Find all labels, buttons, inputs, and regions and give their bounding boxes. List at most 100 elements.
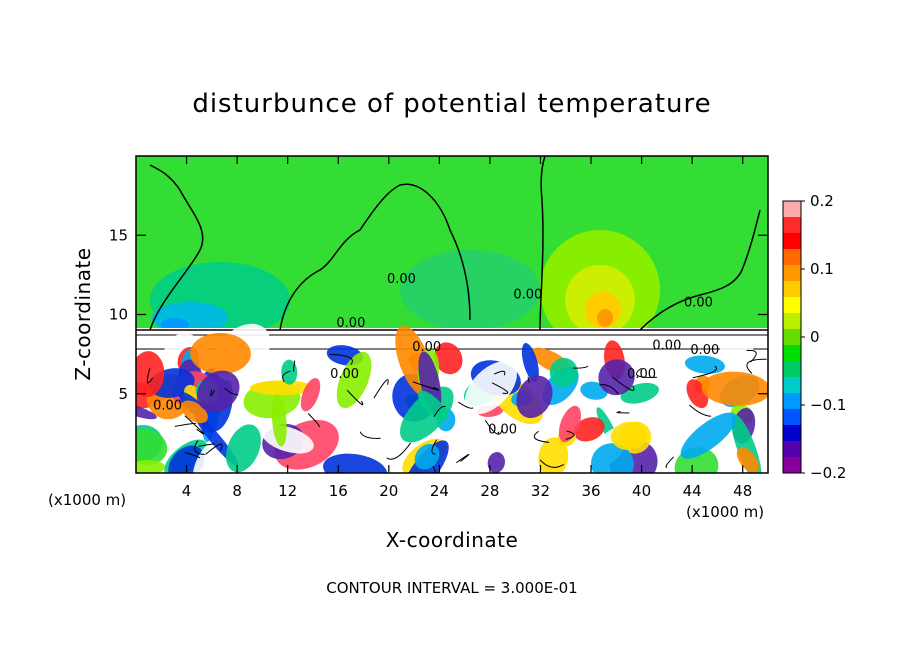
turbulence-blob bbox=[336, 351, 372, 409]
turbulence-blob bbox=[718, 341, 754, 363]
turbulence-contour bbox=[205, 443, 223, 455]
turbulence-contour bbox=[346, 389, 364, 406]
turbulence-blob bbox=[281, 359, 298, 385]
colorbar-segment bbox=[783, 201, 801, 218]
contour-labels: 0.00 0.00 0.00 0.00 0.00 0.00 0.00 0.00 0.00 0.00… bbox=[153, 272, 719, 438]
turbulence-contour bbox=[194, 440, 205, 456]
x-tick-label: 28 bbox=[480, 482, 499, 500]
turbulence-contour bbox=[456, 453, 470, 464]
turbulence-contour bbox=[433, 405, 446, 418]
turbulence-contour bbox=[329, 354, 353, 365]
turbulence-blob bbox=[598, 359, 635, 396]
turbulence-blob bbox=[136, 460, 165, 473]
turbulence-blob bbox=[521, 342, 539, 382]
turbulence-contour bbox=[746, 358, 767, 374]
colorbar-segment bbox=[783, 409, 801, 426]
x-tick-label: 16 bbox=[329, 482, 348, 500]
contour-label: 0.00 bbox=[684, 296, 713, 311]
turbulence-contour bbox=[412, 381, 440, 391]
x-tick-label: 4 bbox=[182, 482, 192, 500]
upper-contours bbox=[149, 155, 761, 331]
colorbar-segment bbox=[783, 345, 801, 362]
turbulence-contour bbox=[493, 370, 506, 376]
upper-cool-patch-center bbox=[400, 250, 540, 330]
lower-layer-blobs bbox=[136, 323, 768, 473]
contour-label: 0.00 bbox=[153, 399, 182, 414]
turbulence-contour bbox=[689, 404, 712, 417]
y-axis-ticks: 5 10 15 bbox=[109, 226, 768, 403]
turbulence-contour bbox=[484, 419, 503, 435]
turbulence-blob bbox=[610, 421, 648, 450]
turbulence-contour bbox=[616, 411, 630, 414]
colorbar-segment bbox=[783, 281, 801, 298]
turbulence-contour bbox=[612, 376, 635, 391]
y-tick-label: 10 bbox=[109, 306, 128, 324]
turbulence-contour bbox=[527, 376, 530, 383]
colorbar-segment bbox=[783, 297, 801, 314]
contour-label: 0.00 bbox=[488, 422, 517, 437]
x-unit-label: (x1000 m) bbox=[686, 503, 764, 521]
turbulence-contour bbox=[599, 384, 619, 395]
x-axis-ticks: 4 8 12 16 20 24 28 32 36 40 44 48 bbox=[182, 156, 752, 500]
turbulence-blob bbox=[538, 437, 569, 473]
colorbar-segment bbox=[783, 233, 801, 250]
turbulence-contour bbox=[539, 459, 565, 468]
turbulence-blob bbox=[487, 452, 505, 473]
x-tick-label: 8 bbox=[232, 482, 242, 500]
colorbar-segment bbox=[783, 457, 801, 474]
turbulence-contour bbox=[386, 442, 412, 460]
x-axis-label: X-coordinate bbox=[386, 528, 519, 552]
turbulence-contour bbox=[491, 382, 509, 394]
turbulence-contour bbox=[224, 387, 239, 396]
contour-zero-right bbox=[639, 209, 761, 331]
upper-warm-patch-core bbox=[597, 309, 613, 327]
turbulence-blob bbox=[414, 443, 440, 470]
x-tick-label: 44 bbox=[683, 482, 702, 500]
x-tick-label: 12 bbox=[278, 482, 297, 500]
contour-label: 0.00 bbox=[387, 272, 416, 287]
turbulence-blob bbox=[249, 380, 314, 396]
contour-label: 0.00 bbox=[652, 338, 681, 353]
turbulence-blob bbox=[323, 453, 388, 473]
colorbar-segment bbox=[783, 329, 801, 346]
turbulence-blob bbox=[516, 375, 553, 419]
colorbar-tick-label: 0 bbox=[810, 328, 820, 346]
turbulence-contour bbox=[210, 389, 215, 397]
turbulence-contour bbox=[184, 452, 201, 459]
y-tick-label: 15 bbox=[109, 226, 128, 244]
turbulence-blob bbox=[190, 332, 251, 375]
colorbar-tick-label: 0.2 bbox=[810, 192, 834, 210]
colorbar-segment bbox=[783, 361, 801, 378]
contour-label: 0.00 bbox=[690, 343, 719, 358]
turbulence-contour bbox=[359, 431, 381, 439]
turbulence-contour bbox=[572, 365, 589, 369]
turbulence-blob bbox=[196, 370, 240, 413]
turbulence-blob bbox=[647, 355, 674, 392]
turbulence-contour bbox=[431, 439, 438, 455]
contour-zero-left bbox=[149, 164, 204, 331]
turbulence-blob bbox=[464, 361, 517, 415]
y-unit-label: (x1000 m) bbox=[48, 491, 126, 509]
x-tick-label: 20 bbox=[379, 482, 398, 500]
turbulence-blob bbox=[417, 390, 448, 421]
turbulence-blob bbox=[558, 405, 582, 443]
turbulence-contour bbox=[282, 370, 291, 383]
x-tick-label: 48 bbox=[733, 482, 752, 500]
turbulence-contour bbox=[692, 365, 718, 379]
turbulence-contour bbox=[184, 415, 205, 435]
colorbar-segment bbox=[783, 265, 801, 282]
turbulence-blob bbox=[226, 424, 261, 473]
contour-zero-center-left bbox=[279, 183, 471, 331]
turbulence-blob bbox=[168, 445, 205, 473]
y-tick-label: 5 bbox=[118, 385, 128, 403]
chart-title: disturbunce of potential temperature bbox=[192, 89, 711, 119]
x-tick-label: 40 bbox=[632, 482, 651, 500]
plot-area bbox=[136, 156, 768, 473]
contour-label: 0.00 bbox=[336, 316, 365, 331]
x-tick-label: 36 bbox=[581, 482, 600, 500]
colorbar-segment bbox=[783, 377, 801, 394]
x-tick-label: 24 bbox=[430, 482, 449, 500]
turbulence-blob bbox=[591, 443, 634, 473]
colorbar-tick-label: −0.2 bbox=[810, 464, 846, 482]
